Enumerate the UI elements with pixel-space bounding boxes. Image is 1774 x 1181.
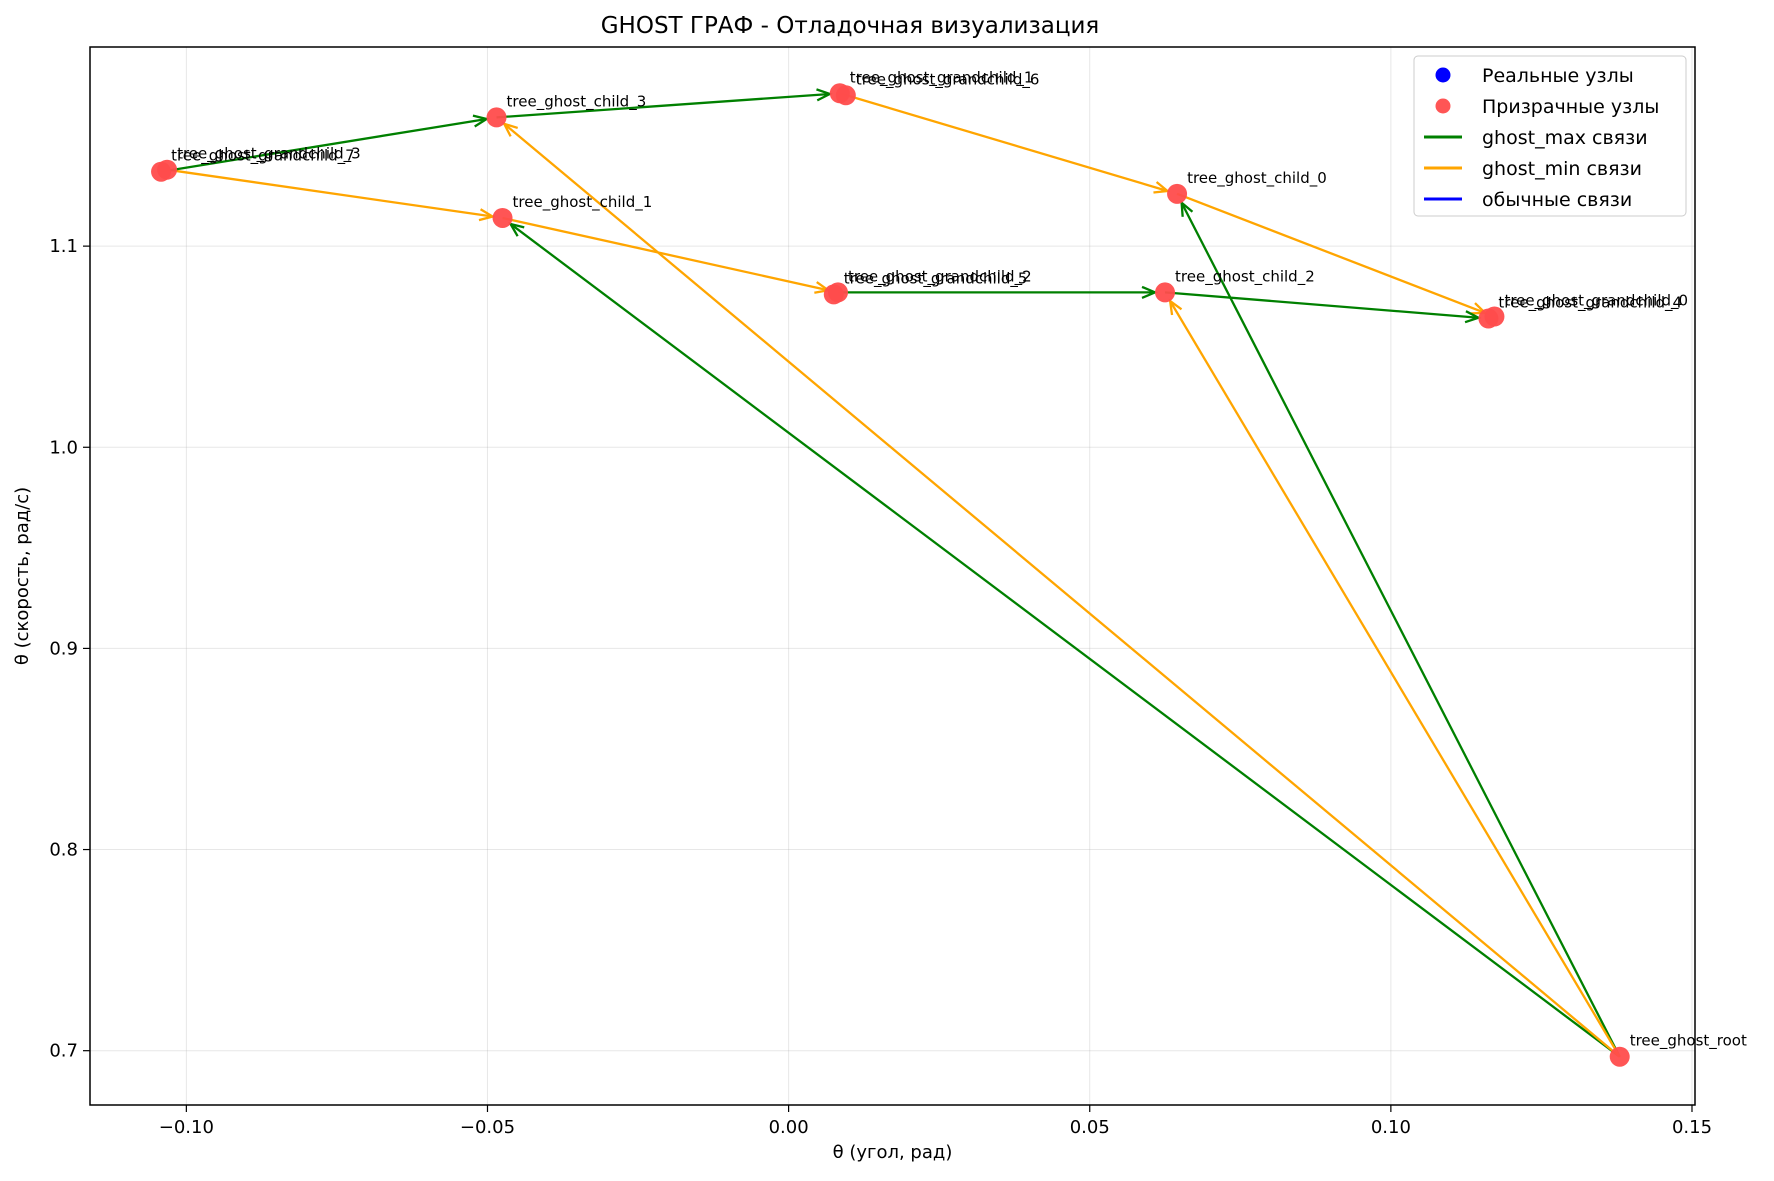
node-g7: [151, 161, 172, 182]
y-axis-label: θ (скорость, рад/с): [12, 487, 33, 665]
node-c1: [492, 207, 513, 228]
y-tick-label: 0.9: [49, 638, 78, 659]
node-c0: [1167, 183, 1188, 204]
node-label-g1: tree_ghost_grandchild_1: [850, 68, 1034, 87]
legend-label: ghost_max связи: [1482, 127, 1648, 149]
tick-layer: −0.10 −0.05 0.00 0.05 0.10 0.15 0.7 0.8 0.9 1.0 1.…: [49, 236, 1712, 1138]
node-label-g4: tree_ghost_grandchild_4: [1498, 294, 1682, 313]
node-label-c1: tree_ghost_child_1: [513, 193, 653, 212]
node-layer: [151, 83, 1630, 1067]
edge-ghost-min-root-c2: [1169, 300, 1621, 1058]
legend-label: Реальные узлы: [1482, 65, 1634, 87]
y-tick-label: 0.7: [49, 1041, 78, 1062]
node-g4: [1478, 308, 1499, 329]
x-axis-label: θ (угол, рад): [833, 1142, 953, 1163]
edge-arrowhead: [508, 222, 525, 237]
legend: Реальные узлы Призрачные узлы ghost_max св…: [1413, 55, 1687, 217]
edge-ghost-max-c3-g1: [496, 92, 830, 119]
node-label-root: tree_ghost_root: [1630, 1032, 1747, 1051]
edge-ghost-max-root-c1: [509, 223, 1621, 1058]
edge-layer: [160, 88, 1621, 1058]
y-tick-label: 0.8: [49, 840, 78, 861]
x-tick-label: −0.05: [460, 1117, 515, 1138]
edge-ghost-max-root-c0: [1180, 202, 1621, 1058]
node-label-g7: tree_ghost_grandchild_7: [171, 147, 355, 166]
edge-ghost-min-c1-g2: [502, 216, 829, 292]
plot-frame: [89, 46, 1696, 1106]
node-label-c3: tree_ghost_child_3: [507, 92, 647, 111]
edge-ghost-max-c2-g4: [1164, 291, 1479, 319]
x-tick-label: −0.10: [159, 1117, 214, 1138]
node-c3: [486, 107, 507, 128]
node-label-g2: tree_ghost_grandchild_2: [848, 267, 1032, 286]
x-tick-label: 0.15: [1672, 1117, 1712, 1138]
edge-arrowhead: [1153, 181, 1171, 194]
chart-title: GHOST ГРАФ - Отладочная визуализация: [601, 13, 1100, 39]
edge-ghost-min-g1-c0: [839, 92, 1168, 193]
legend-label: ghost_min связи: [1482, 158, 1642, 180]
legend-marker: [1435, 98, 1451, 114]
edge-arrowhead: [1168, 298, 1183, 316]
x-tick-label: 0.05: [1070, 1117, 1110, 1138]
node-c2: [1155, 282, 1176, 303]
node-label-c0: tree_ghost_child_0: [1187, 169, 1327, 188]
node-label-g0: tree_ghost_grandchild_0: [1504, 292, 1688, 311]
x-tick-label: 0.10: [1371, 1117, 1411, 1138]
node-label-g6: tree_ghost_grandchild_6: [856, 70, 1040, 89]
legend-label: обычные связи: [1482, 189, 1632, 211]
node-label-g5: tree_ghost_grandchild_5: [844, 269, 1028, 288]
node-label-c2: tree_ghost_child_2: [1175, 267, 1315, 286]
legend-label: Призрачные узлы: [1482, 96, 1659, 118]
node-g6: [835, 85, 856, 106]
node-g5: [823, 284, 844, 305]
edge-arrowhead: [472, 114, 490, 128]
legend-box: [1413, 55, 1687, 217]
edge-arrowhead: [478, 208, 496, 222]
node-label-layer: tree_ghost_root tree_ghost_child_0 tree_gh…: [171, 68, 1747, 1050]
y-tick-label: 1.1: [49, 236, 78, 257]
edge-ghost-min-c0-g0: [1176, 192, 1486, 314]
edge-ghost-min-root-c3: [503, 122, 1621, 1058]
node-label-g3: tree_ghost_grandchild_3: [177, 145, 361, 164]
legend-marker: [1435, 67, 1451, 83]
edge-ghost-max-g7-c3: [160, 117, 487, 173]
edge-ghost-min-g3-c1: [166, 168, 493, 218]
y-tick-label: 1.0: [49, 437, 78, 458]
x-tick-label: 0.00: [769, 1117, 809, 1138]
node-root: [1609, 1046, 1630, 1067]
grid-layer: [90, 47, 1695, 1105]
